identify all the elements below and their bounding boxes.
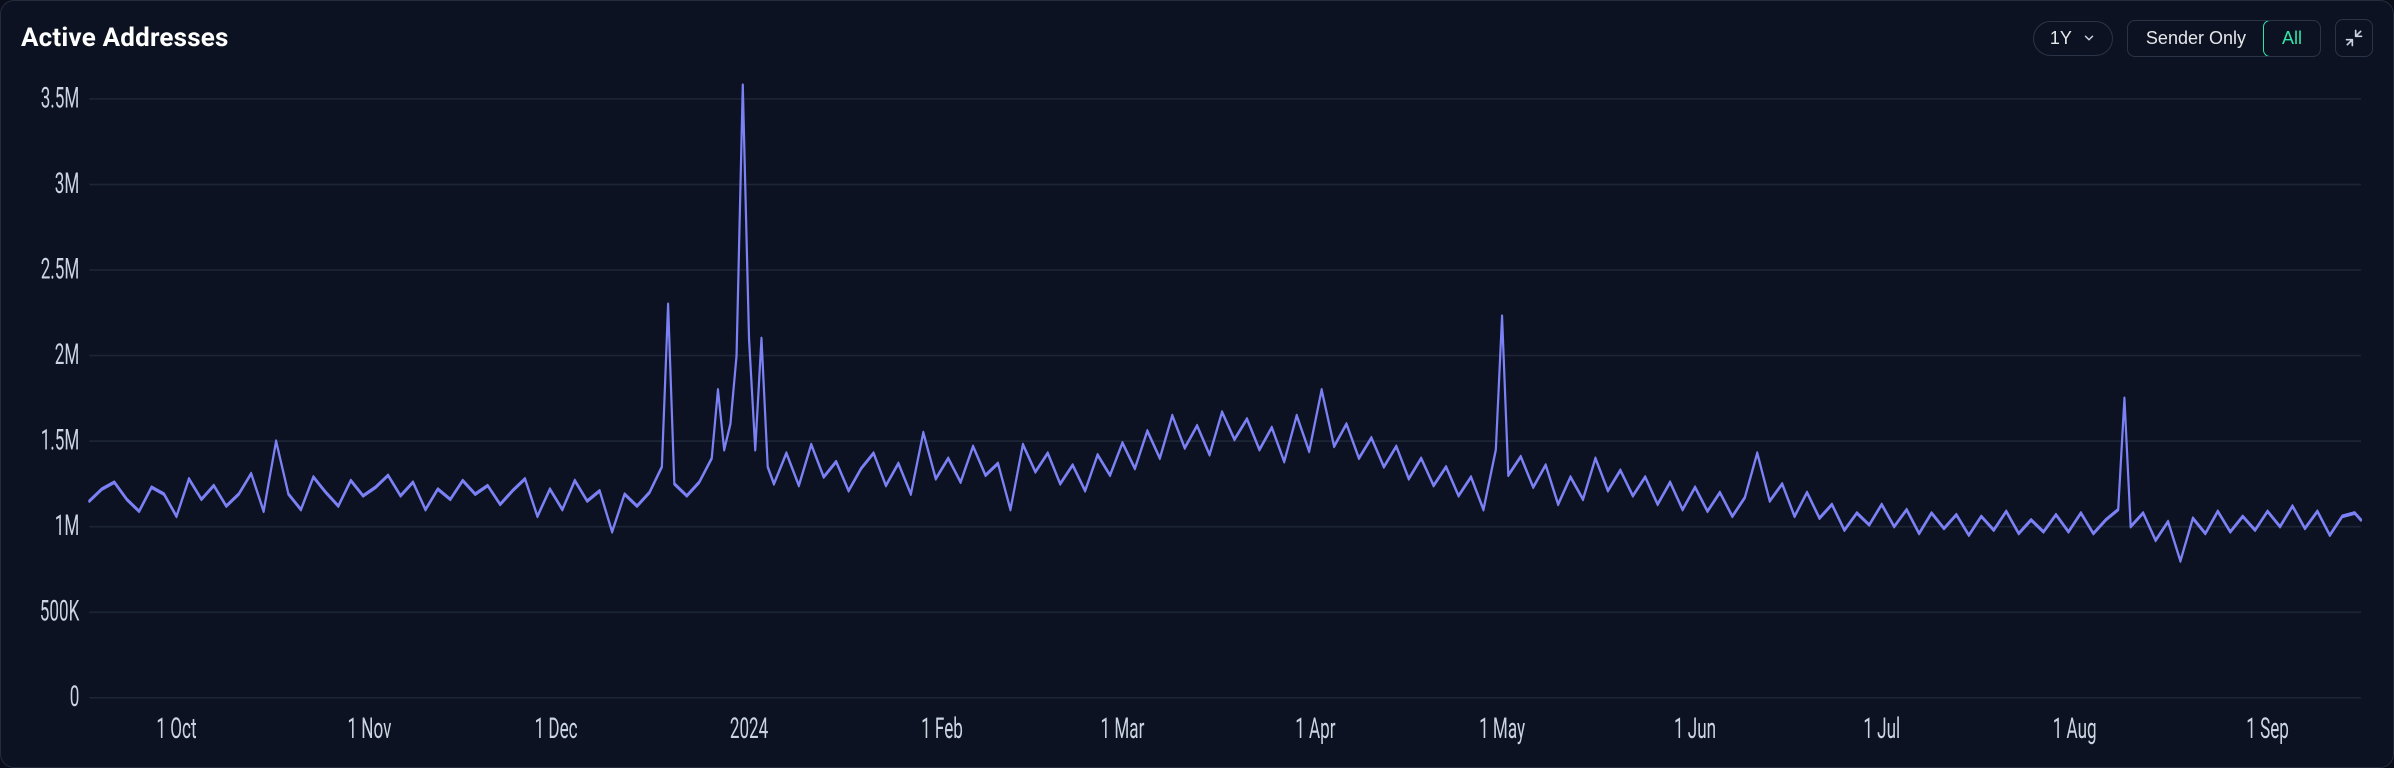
- svg-text:1 Nov: 1 Nov: [347, 711, 391, 745]
- svg-text:1 Sep: 1 Sep: [2246, 711, 2289, 745]
- svg-text:3.5M: 3.5M: [41, 81, 80, 115]
- svg-text:2024: 2024: [730, 711, 768, 745]
- svg-text:1 Feb: 1 Feb: [921, 711, 963, 745]
- chart-card: Active Addresses 1Y Sender Only All 0 500…: [0, 0, 2394, 768]
- chevron-down-icon: [2082, 31, 2096, 45]
- svg-text:1 May: 1 May: [1479, 711, 1525, 745]
- card-header: Active Addresses 1Y Sender Only All: [21, 19, 2373, 57]
- collapse-button[interactable]: [2335, 19, 2373, 57]
- filter-all-button[interactable]: All: [2263, 20, 2321, 57]
- svg-text:1 Jul: 1 Jul: [1863, 711, 1900, 745]
- svg-text:1M: 1M: [55, 508, 80, 542]
- line-chart[interactable]: 0 500K 1M 1.5M 2M 2.5M 3M 3.5M 1 Oct 1 Nov 1 Dec 20…: [21, 65, 2373, 755]
- svg-text:1 Oct: 1 Oct: [156, 711, 196, 745]
- filter-sender-only-button[interactable]: Sender Only: [2128, 21, 2264, 56]
- svg-text:1 Aug: 1 Aug: [2053, 711, 2097, 745]
- filter-segmented-control: Sender Only All: [2127, 20, 2321, 57]
- time-range-label: 1Y: [2050, 28, 2072, 49]
- svg-text:1 Dec: 1 Dec: [535, 711, 578, 745]
- chart-area: 0 500K 1M 1.5M 2M 2.5M 3M 3.5M 1 Oct 1 Nov 1 Dec 20…: [21, 65, 2373, 755]
- svg-text:1.5M: 1.5M: [41, 423, 80, 457]
- svg-text:1 Apr: 1 Apr: [1295, 711, 1335, 745]
- svg-text:1 Mar: 1 Mar: [1101, 711, 1145, 745]
- svg-text:2M: 2M: [55, 337, 80, 371]
- time-range-button[interactable]: 1Y: [2033, 21, 2113, 56]
- card-controls: 1Y Sender Only All: [2033, 19, 2373, 57]
- card-title: Active Addresses: [21, 23, 229, 53]
- svg-text:2.5M: 2.5M: [41, 252, 80, 286]
- svg-text:500K: 500K: [40, 594, 80, 628]
- collapse-icon: [2344, 28, 2364, 48]
- svg-text:1 Jun: 1 Jun: [1674, 711, 1716, 745]
- svg-text:0: 0: [70, 679, 80, 713]
- svg-text:3M: 3M: [55, 166, 80, 200]
